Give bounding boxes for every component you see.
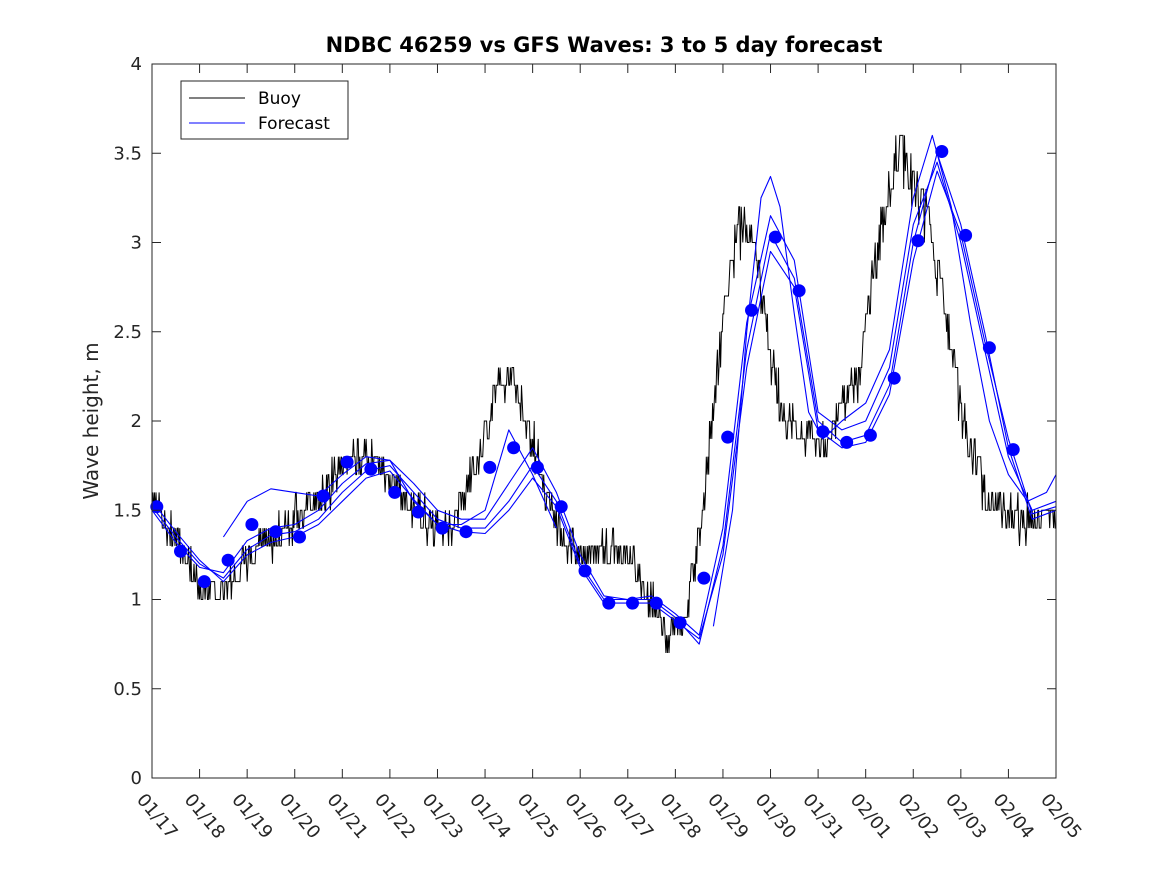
x-tick-label: 01/28 [656, 790, 705, 843]
x-tick-label: 01/26 [560, 790, 609, 843]
forecast-marker [935, 145, 949, 158]
x-tick-label: 01/25 [513, 790, 562, 843]
forecast-marker [530, 460, 544, 474]
y-tick-label: 3 [131, 233, 142, 254]
x-tick-label: 01/20 [275, 790, 324, 843]
x-tick-label: 01/27 [608, 790, 657, 843]
x-tick-label: 01/19 [227, 790, 276, 843]
forecast-marker [649, 596, 663, 610]
y-tick-label: 1 [131, 590, 142, 611]
x-tick-label: 01/29 [703, 790, 752, 843]
legend-label-buoy: Buoy [258, 89, 301, 109]
forecast-marker [626, 596, 639, 610]
y-tick-label: 1.5 [113, 500, 142, 521]
forecast-marker [1006, 443, 1020, 457]
x-tick-label: 02/01 [846, 790, 895, 843]
forecast-marker [269, 525, 283, 539]
forecast-marker [911, 234, 925, 248]
forecast-marker [388, 485, 402, 499]
x-tick-label: 02/03 [941, 790, 990, 843]
forecast-marker [435, 521, 449, 535]
forecast-marker [197, 575, 211, 589]
forecast-marker [293, 530, 306, 544]
forecast-marker [340, 455, 354, 469]
forecast-marker [697, 571, 711, 585]
x-tick-label: 01/23 [418, 790, 467, 843]
forecast-marker [221, 553, 235, 567]
forecast-marker [721, 430, 735, 444]
forecast-marker [174, 544, 187, 558]
forecast-marker [602, 596, 616, 610]
forecast-marker [578, 564, 592, 578]
forecast-marker [483, 460, 497, 474]
forecast-marker [745, 303, 758, 317]
forecast-marker [554, 500, 568, 514]
x-tick-label: 01/24 [465, 790, 514, 843]
y-tick-label: 4 [131, 54, 142, 75]
chart-title: NDBC 46259 vs GFS Waves: 3 to 5 day fore… [326, 33, 883, 57]
legend-label-forecast: Forecast [258, 114, 330, 134]
x-tick-label: 01/17 [132, 790, 181, 843]
forecast-marker [863, 428, 877, 442]
y-tick-label: 2.5 [113, 322, 142, 343]
x-tick-label: 02/04 [989, 790, 1038, 843]
forecast-marker [459, 525, 473, 539]
x-tick-label: 01/22 [370, 790, 419, 843]
y-tick-label: 2 [131, 411, 142, 432]
forecast-marker [816, 425, 830, 439]
forecast-marker [411, 505, 425, 519]
forecast-marker [245, 518, 259, 531]
y-tick-label: 0 [131, 768, 142, 789]
plot-background [152, 64, 1056, 778]
forecast-marker [507, 441, 521, 455]
forecast-marker [887, 371, 901, 385]
x-tick-label: 02/05 [1036, 790, 1085, 843]
forecast-run-line-4 [222, 429, 557, 538]
forecast-marker [840, 435, 854, 449]
forecast-marker [364, 462, 378, 476]
legend: Buoy Forecast [180, 80, 349, 140]
forecast-marker [982, 341, 996, 355]
x-tick-label: 01/21 [322, 790, 371, 843]
y-tick-label: 3.5 [113, 143, 142, 164]
forecast-marker [316, 489, 330, 503]
x-tick-label: 02/02 [893, 790, 942, 843]
x-tick-label: 01/30 [751, 790, 800, 843]
y-tick-label: 0.5 [113, 679, 142, 700]
y-axis-label: Wave height, m [79, 342, 103, 499]
forecast-marker [792, 284, 806, 298]
plot-area: 00.511.522.533.5401/1701/1801/1901/2001/… [113, 54, 1085, 843]
forecast-marker [768, 230, 782, 244]
forecast-marker [673, 616, 687, 630]
x-tick-label: 01/31 [798, 790, 847, 843]
forecast-marker [959, 228, 973, 242]
x-tick-label: 01/18 [180, 790, 229, 843]
legend-box [180, 80, 349, 140]
forecast-run-line-5 [712, 134, 1057, 627]
markers-layer [150, 145, 1020, 630]
forecast-run-line-2 [151, 161, 1057, 636]
